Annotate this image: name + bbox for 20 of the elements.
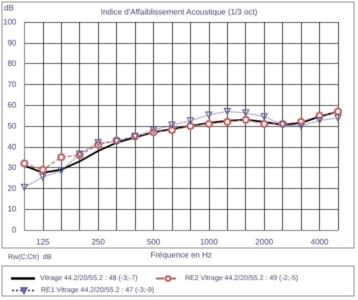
x-tick-label: 1000 [200, 238, 218, 246]
chart-title: Indice d'Affaiblissement Acoustique (1/3 oct) [100, 8, 258, 16]
y-tick-label: 100 [2, 18, 17, 26]
x-axis-title: Fréquence en Hz [150, 250, 212, 260]
y-tick-label: 90 [7, 38, 17, 48]
y-tick-label: 80 [7, 59, 17, 68]
y-tick-label: 20 [7, 184, 17, 193]
x-tick-label: 4000 [310, 238, 329, 246]
y-tick-label: 70 [7, 80, 17, 89]
x-tick-label: 2000 [255, 238, 274, 246]
y-tick-label: 10 [7, 204, 17, 214]
x-tick-label: 250 [91, 238, 106, 246]
x-tick-label: 125 [36, 238, 50, 246]
y-tick-label: 40 [7, 142, 17, 152]
y-tick-label: 0 [12, 226, 17, 234]
y-tick-label: 60 [7, 100, 17, 110]
y-tick-label: 50 [7, 122, 17, 130]
y-tick-label: 30 [7, 163, 17, 172]
y-axis-title: dB [4, 4, 14, 12]
x-tick-label: 500 [146, 238, 161, 246]
